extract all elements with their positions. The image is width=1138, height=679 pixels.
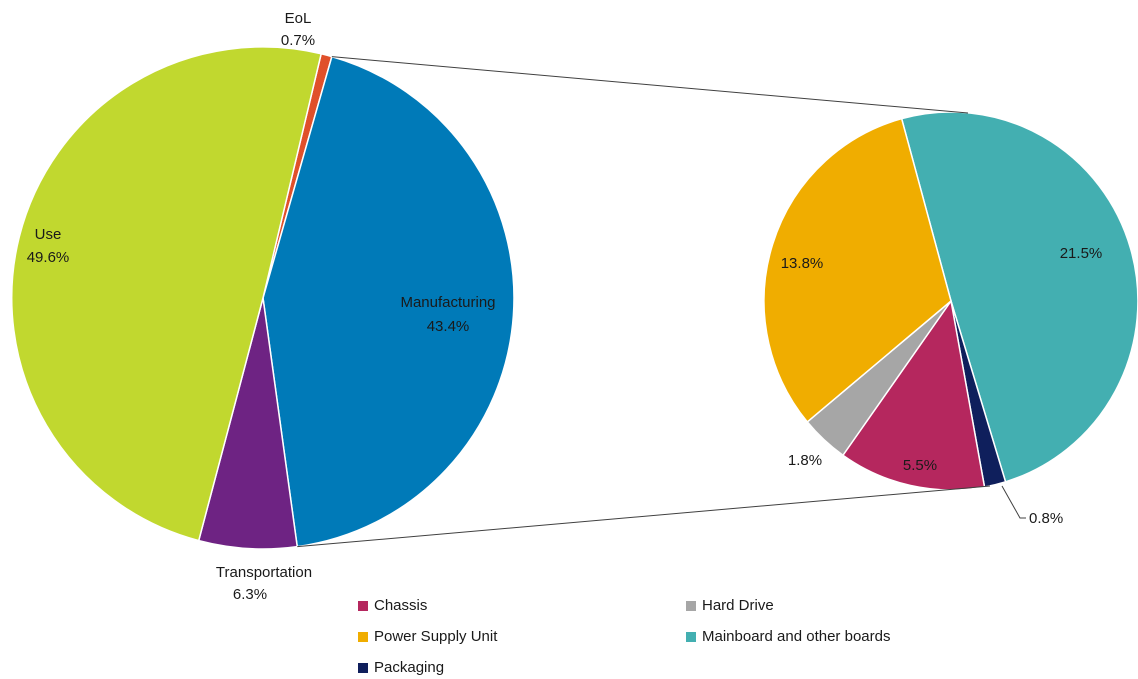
main-value-transportation: 6.3% [233, 586, 267, 603]
sub-value-power-supply-unit: 13.8% [781, 255, 824, 272]
main-label-manufacturing: Manufacturing [400, 294, 495, 311]
main-slice-use [11, 46, 323, 542]
main-label-transportation: Transportation [216, 564, 312, 581]
main-label-eol: EoL [285, 10, 312, 27]
main-value-use: 49.6% [27, 249, 70, 266]
sub-slice-chassis [841, 299, 986, 491]
main-value-eol: 0.7% [281, 32, 315, 49]
sub-slice-mainboard-and-other-boards [900, 111, 1138, 483]
connector-line-bottom [297, 485, 991, 548]
connector-line-top [331, 56, 969, 114]
sub-value-mainboard-and-other-boards: 21.5% [1060, 245, 1103, 262]
sub-value-hard-drive: 1.8% [788, 452, 822, 469]
main-slice-manufacturing [262, 55, 515, 548]
packaging-leader-line [1001, 485, 1026, 519]
sub-value-chassis: 5.5% [903, 457, 937, 474]
main-value-manufacturing: 43.4% [427, 318, 470, 335]
sub-value-packaging: 0.8% [1029, 510, 1063, 527]
main-label-use: Use [35, 226, 62, 243]
sub-slice-power-supply-unit [763, 117, 952, 423]
